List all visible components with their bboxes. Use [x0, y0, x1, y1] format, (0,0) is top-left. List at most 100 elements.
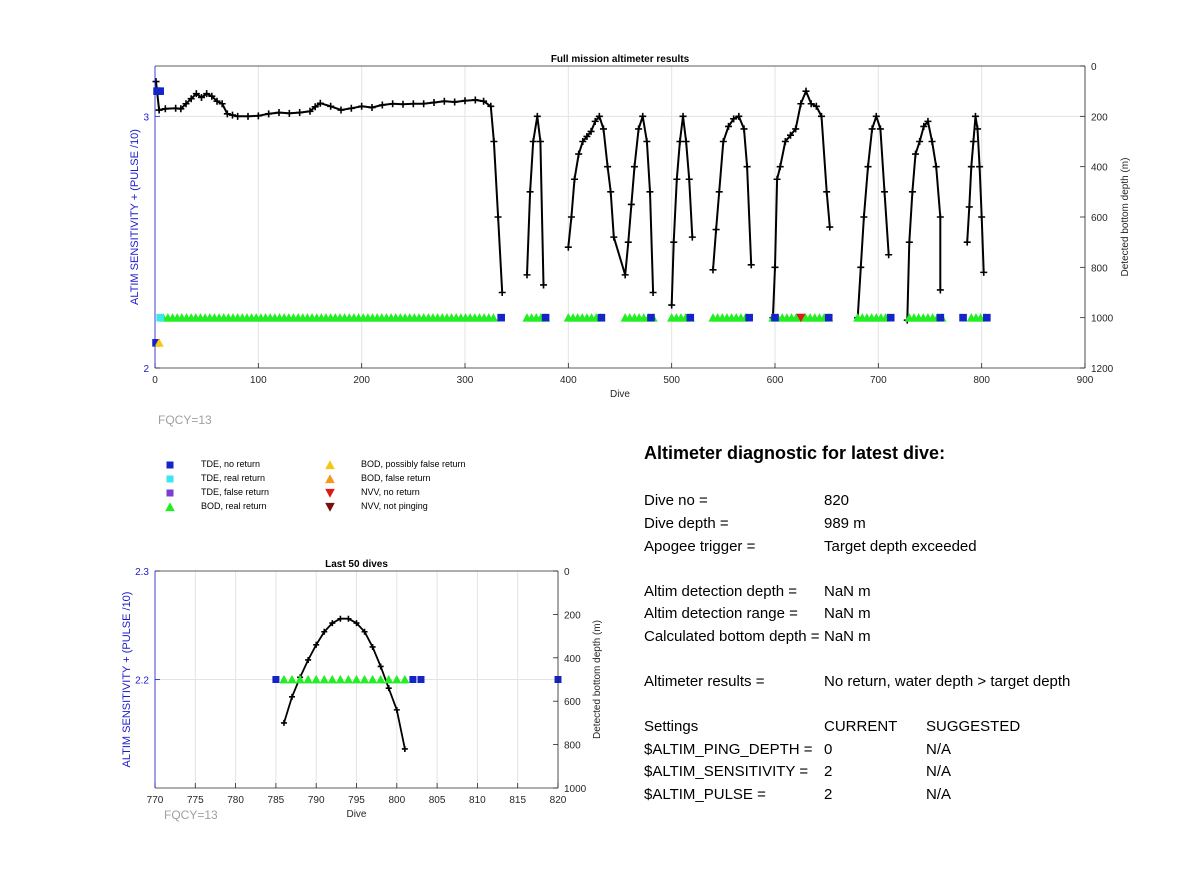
y-right-tick-label: 400 [1091, 163, 1108, 174]
calc-bottom-label: Calculated bottom depth = [644, 628, 820, 645]
bottom-depth-marker [203, 90, 211, 98]
bottom-depth-marker [599, 125, 607, 133]
bod-real-return-marker [384, 674, 394, 684]
bottom-depth-marker [936, 286, 944, 294]
bottom-depth-marker [289, 693, 296, 700]
bottom-depth-marker [229, 111, 236, 119]
detect-depth-value: NaN m [824, 583, 871, 600]
plot-area [155, 66, 1085, 368]
detect-range-label: Altim detection range = [644, 605, 798, 622]
bottom-depth-marker [916, 138, 924, 145]
x-tick-label: 810 [469, 795, 486, 806]
bottom-depth-marker [369, 643, 376, 650]
y-right-tick-label: 0 [564, 567, 570, 578]
bottom-depth-marker [254, 112, 262, 120]
bottom-depth-marker [487, 102, 495, 110]
bottom-depth-marker [876, 125, 884, 133]
bottom-depth-marker [604, 163, 612, 171]
tde-real-return-marker [156, 313, 164, 322]
bottom-depth-marker [740, 125, 748, 133]
bottom-depth-marker [208, 92, 216, 100]
x-tick-label: 700 [870, 375, 887, 386]
y-right-tick-label: 200 [564, 610, 581, 621]
bottom-depth-marker [978, 213, 986, 221]
bottom-depth-marker [771, 263, 779, 271]
dive-depth-value: 989 m [824, 515, 866, 532]
x-tick-label: 900 [1077, 375, 1094, 386]
legend-marker-triangle-down [325, 502, 335, 512]
chart-title: Full mission altimeter results [551, 54, 690, 65]
bottom-depth-marker [471, 96, 479, 104]
bottom-depth-marker [908, 188, 916, 196]
bottom-depth-marker [389, 100, 397, 108]
bottom-depth-marker [198, 93, 205, 101]
bod-real-return-marker [359, 674, 370, 684]
x-tick-label: 800 [388, 795, 405, 806]
bottom-depth-marker [571, 175, 579, 183]
y-left-tick-label: 3 [143, 112, 149, 123]
bottom-depth-marker [321, 628, 328, 635]
x-tick-label: 600 [767, 375, 784, 386]
bottom-depth-marker [812, 102, 820, 110]
y-left-tick-label: 2.2 [135, 676, 149, 687]
legend-label: BOD, real return [201, 501, 267, 511]
bottom-depth-marker [595, 112, 603, 120]
dive-no-label: Dive no = [644, 492, 708, 509]
dive-no-value: 820 [824, 492, 850, 509]
bottom-depth-marker [313, 641, 320, 648]
bottom-depth-marker [275, 109, 283, 117]
legend-marker-triangle-up [325, 474, 335, 484]
bottom-depth-marker [285, 109, 293, 117]
bottom-depth-marker [635, 125, 643, 133]
bottom-depth-marker [621, 271, 629, 279]
bod-real-return-marker [319, 674, 329, 684]
bod-real-return-marker [351, 674, 362, 684]
y-right-tick-label: 1200 [1091, 364, 1114, 375]
legend-label: TDE, false return [201, 487, 270, 497]
bottom-depth-marker [673, 175, 681, 183]
bottom-depth-marker [747, 261, 755, 269]
bottom-depth-marker [223, 110, 231, 118]
bottom-depth-marker [881, 188, 889, 196]
x-tick-label: 0 [152, 375, 158, 386]
x-tick-label: 100 [250, 375, 267, 386]
x-tick-label: 500 [663, 375, 680, 386]
legend-marker [325, 502, 335, 512]
tde-no-return-marker [156, 87, 164, 95]
legend-marker [325, 474, 335, 484]
x-tick-label: 300 [457, 375, 474, 386]
bottom-depth-marker [610, 233, 618, 241]
bottom-depth-marker [305, 656, 312, 663]
ping-depth-current: 0 [824, 741, 833, 758]
bottom-depth-marker [401, 745, 408, 752]
bottom-depth-marker [646, 188, 654, 196]
bottom-depth-marker [353, 620, 360, 627]
bottom-depth-marker [974, 125, 982, 133]
bod-real-return-marker [303, 674, 313, 684]
bottom-depth-marker [668, 301, 676, 309]
bottom-depth-marker [234, 112, 242, 120]
suggested-header: SUGGESTED [926, 718, 1021, 735]
y-right-tick-label: 400 [564, 654, 581, 665]
bottom-depth-marker [377, 663, 384, 670]
tde-no-return-marker [647, 313, 655, 322]
bottom-depth-marker [187, 95, 195, 103]
bod-real-return-marker [327, 674, 337, 684]
sensitivity-current: 2 [824, 763, 833, 780]
bottom-depth-marker [378, 101, 386, 109]
bottom-depth-marker [327, 102, 335, 110]
tde-no-return-marker [597, 313, 606, 322]
bottom-depth-marker [607, 188, 615, 196]
bod-real-return-marker [376, 674, 386, 684]
bottom-depth-marker [685, 175, 693, 183]
legend-marker [165, 502, 175, 512]
y-right-tick-label: 600 [1091, 213, 1108, 224]
diagnostic-title: Altimeter diagnostic for latest dive: [644, 443, 946, 463]
bottom-depth-marker [337, 106, 345, 114]
x-tick-label: 200 [353, 375, 370, 386]
y-right-tick-label: 200 [1091, 112, 1108, 123]
bottom-depth-marker [329, 620, 336, 627]
tde-no-return-marker [272, 676, 280, 683]
results-value: No return, water depth > target depth [824, 673, 1071, 690]
bottom-depth-marker [368, 104, 376, 112]
